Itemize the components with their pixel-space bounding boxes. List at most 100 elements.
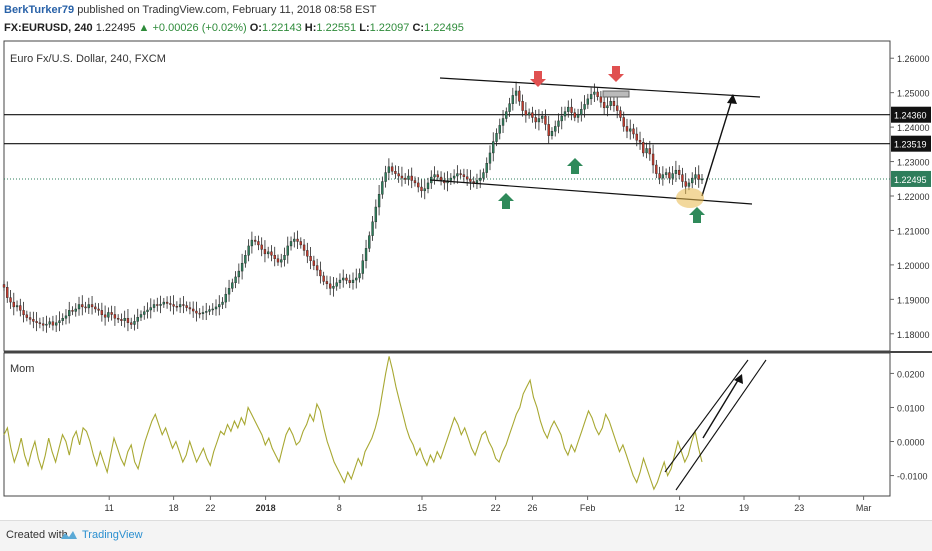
- candle-body: [293, 238, 296, 242]
- candle-body: [544, 115, 547, 125]
- candle-body: [6, 287, 9, 298]
- candle-body: [185, 305, 188, 308]
- candle-body: [146, 309, 149, 312]
- candle-body: [28, 317, 32, 320]
- candle-body: [645, 148, 648, 154]
- candle-body: [32, 319, 35, 322]
- time-tick-label: 23: [794, 503, 804, 513]
- candle-body: [668, 172, 671, 179]
- candle-body: [377, 194, 381, 208]
- candle-body: [126, 318, 130, 323]
- price-tick-label: 1.18000: [897, 330, 930, 340]
- candle-body: [208, 309, 211, 312]
- close-label: C:: [412, 22, 425, 34]
- candle-body: [22, 310, 25, 316]
- candle-body: [387, 166, 391, 173]
- publish-info: published on TradingView.com, February 1…: [77, 4, 377, 16]
- candle-body: [475, 180, 479, 184]
- momentum-arrowhead: [734, 374, 743, 384]
- candle-body: [87, 304, 90, 309]
- candle-body: [205, 311, 208, 313]
- price-tick-label: 1.20000: [897, 261, 930, 271]
- green-up-arrow-icon: [689, 207, 705, 223]
- candle-body: [514, 90, 518, 96]
- time-tick-label: Mar: [856, 503, 872, 513]
- candle-body: [90, 304, 94, 308]
- candle-body: [642, 142, 645, 154]
- candle-body: [677, 169, 681, 175]
- candle-body: [485, 163, 488, 173]
- candle-body: [25, 314, 29, 318]
- candle-body: [371, 221, 374, 236]
- momentum-tick-label: -0.0100: [897, 472, 928, 482]
- candle-body: [270, 251, 273, 256]
- candle-body: [214, 306, 218, 310]
- tradingview-link[interactable]: TradingView: [82, 529, 143, 541]
- candle-body: [120, 319, 123, 321]
- current-price-tag-label: 1.22495: [894, 175, 927, 185]
- candle-body: [68, 310, 71, 317]
- candle-body: [175, 306, 179, 308]
- time-tick-label: 12: [675, 503, 685, 513]
- red-down-arrow-icon: [608, 66, 624, 82]
- candle-body: [15, 305, 19, 308]
- level-price-tag-label: 1.24360: [894, 111, 927, 121]
- author-link[interactable]: BerkTurker79: [4, 4, 75, 16]
- candle-body: [45, 323, 48, 326]
- chart-canvas[interactable]: 1.26000 1.25000 1.24000 1.23000 1.22000 1.210…: [0, 0, 932, 520]
- candle-body: [501, 118, 505, 126]
- momentum-line: [3, 356, 703, 491]
- candle-body: [41, 323, 45, 326]
- candle-body: [309, 256, 312, 261]
- candle-body: [632, 128, 635, 135]
- candle-body: [557, 120, 560, 127]
- candle-body: [257, 241, 260, 246]
- candle-body: [130, 322, 133, 325]
- candle-body: [342, 277, 345, 281]
- candle-body: [35, 321, 38, 323]
- candle-body: [550, 131, 554, 136]
- momentum-series: [3, 356, 703, 491]
- candle-body: [505, 111, 508, 119]
- candle-body: [700, 178, 704, 181]
- candles: [2, 81, 704, 333]
- candle-body: [563, 111, 567, 117]
- candle-body: [492, 141, 495, 154]
- created-with-text: Created with: [6, 529, 68, 541]
- level-price-tag-label: 1.23519: [894, 140, 927, 150]
- candle-body: [508, 103, 511, 112]
- price-axis: 1.26000 1.25000 1.24000 1.23000 1.22000 1.210…: [890, 54, 930, 340]
- candle-body: [19, 305, 22, 311]
- candle-body: [361, 260, 364, 274]
- candle-body: [267, 251, 270, 255]
- candle-body: [351, 279, 355, 283]
- candle-body: [286, 245, 289, 256]
- candle-body: [404, 177, 407, 180]
- candle-body: [123, 318, 126, 321]
- candle-body: [152, 304, 156, 308]
- momentum-channel-upper: [664, 359, 749, 473]
- candle-body: [400, 175, 404, 179]
- candle-body: [368, 235, 371, 249]
- candle-body: [602, 102, 606, 109]
- candle-body: [537, 118, 541, 123]
- candle-body: [198, 312, 201, 315]
- chart-title: Euro Fx/U.S. Dollar, 240, FXCM: [10, 53, 166, 65]
- price-change: +0.00026 (+0.02%): [152, 22, 247, 34]
- candle-body: [263, 249, 267, 255]
- candle-body: [159, 303, 162, 306]
- price-tick-label: 1.23000: [897, 158, 930, 168]
- candle-body: [319, 269, 322, 277]
- candle-body: [439, 176, 443, 181]
- candle-body: [345, 277, 348, 281]
- candle-body: [97, 308, 100, 311]
- candle-body: [420, 186, 423, 192]
- symbol-line: FX:EURUSD, 240 1.22495 ▲ +0.00026 (+0.02…: [4, 22, 464, 34]
- high-label: H:: [304, 22, 317, 34]
- candle-body: [58, 320, 61, 323]
- candle-body: [664, 172, 668, 175]
- candle-body: [606, 105, 609, 109]
- candle-body: [619, 110, 622, 118]
- candle-body: [459, 173, 462, 175]
- candle-body: [417, 182, 420, 188]
